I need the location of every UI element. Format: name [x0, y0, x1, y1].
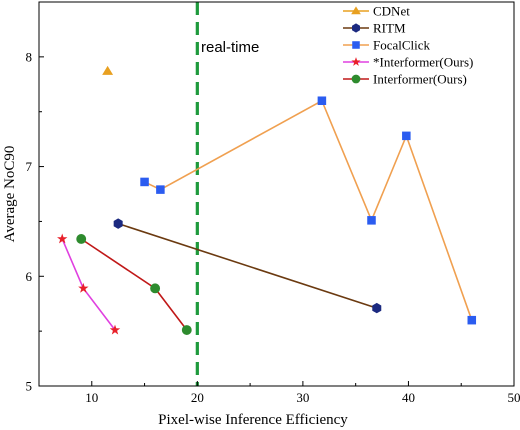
y-tick-label: 6: [26, 269, 33, 284]
data-point-focalclick-3: [317, 96, 327, 106]
legend-label-focalclick: FocalClick: [373, 38, 431, 53]
legend-label-ritm: RITM: [373, 21, 406, 36]
series-line-ritm: [117, 222, 378, 309]
data-point-focalclick-2: [156, 185, 165, 194]
axes-layer: 10 20 30 40 50 5 6 7 8: [26, 1, 520, 405]
plot-frame: [38, 1, 515, 387]
data-point-focalclick-5: [402, 131, 411, 141]
annotation-realtime: real-time: [201, 39, 259, 56]
x-axis-label: Pixel-wise Inference Efficiency: [158, 412, 348, 428]
data-point-interformer-ours-3: [109, 324, 121, 335]
data-point-ritm-1: [113, 218, 123, 229]
x-tick-label: 40: [402, 390, 415, 405]
x-tick-label: 10: [85, 390, 98, 405]
data-point-focalclick-6: [467, 315, 477, 325]
legend-marker-interformer-ours: [351, 57, 361, 66]
legend-marker-focalclick: [352, 41, 360, 49]
x-tick-label: 30: [296, 390, 309, 405]
series-line-interformer-ours: [61, 238, 116, 331]
data-point-interformer-ours-2: [150, 283, 161, 294]
data-point-focalclick-1: [140, 177, 149, 187]
data-point-interformer-ours-3: [181, 325, 192, 335]
data-point-ritm-2: [372, 302, 382, 314]
data-point-interformer-ours-1: [57, 233, 68, 244]
y-tick-label: 8: [26, 49, 33, 64]
series-markers-layer: [57, 65, 477, 335]
x-tick-label: 50: [508, 390, 520, 405]
legend-marker-cdnet: [351, 6, 361, 15]
data-point-cdnet-1: [102, 65, 114, 75]
legend-label-interformer-ours: Interformer(Ours): [373, 72, 467, 87]
series-line-interformer-ours: [80, 238, 188, 331]
x-tick-label: 20: [191, 390, 204, 405]
data-point-interformer-ours-2: [78, 282, 89, 293]
legend-label-cdnet: CDNet: [373, 4, 410, 19]
data-point-focalclick-4: [367, 216, 376, 225]
series-line-focalclick: [144, 99, 473, 321]
legend-marker-ritm: [352, 23, 360, 33]
legend-marker-interformer-ours: [351, 74, 361, 84]
legend: CDNet RITM FocalClick *Interformer(Ours) Int…: [343, 4, 473, 87]
y-axis-label: Average NoC90: [2, 146, 18, 243]
data-point-interformer-ours-1: [76, 234, 87, 244]
y-tick-label: 7: [26, 159, 33, 174]
y-tick-label: 5: [26, 379, 33, 394]
legend-label-interformer-ours: *Interformer(Ours): [373, 55, 473, 70]
